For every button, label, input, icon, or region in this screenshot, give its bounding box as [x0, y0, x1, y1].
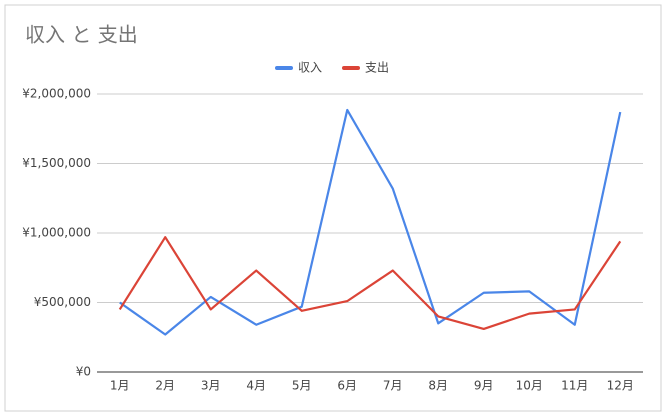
x-tick-label: 10月 — [516, 379, 543, 393]
series-line — [118, 236, 622, 331]
x-tick-label: 11月 — [561, 379, 588, 393]
chart-frame — [4, 4, 662, 412]
x-tick-label: 2月 — [155, 379, 175, 393]
x-tick-label: 6月 — [337, 379, 357, 393]
x-tick-label: 12月 — [607, 379, 634, 393]
series-line — [119, 108, 622, 336]
y-tick-label: ¥2,000,000 — [22, 87, 91, 101]
x-tick-label: 5月 — [292, 379, 312, 393]
x-tick-label: 4月 — [246, 379, 266, 393]
x-tick-label: 1月 — [110, 379, 130, 393]
x-tick-label: 3月 — [201, 379, 221, 393]
x-tick-label: 8月 — [428, 379, 448, 393]
y-tick-label: ¥500,000 — [34, 295, 91, 309]
x-tick-label: 9月 — [474, 379, 494, 393]
y-tick-label: ¥1,000,000 — [22, 226, 91, 240]
legend-label: 支出 — [365, 61, 389, 75]
legend-label: 収入 — [298, 61, 322, 75]
y-tick-label: ¥1,500,000 — [22, 156, 91, 170]
chart-title: 収入 と 支出 — [25, 23, 138, 47]
y-tick-label: ¥0 — [76, 365, 91, 379]
x-tick-label: 7月 — [383, 379, 403, 393]
